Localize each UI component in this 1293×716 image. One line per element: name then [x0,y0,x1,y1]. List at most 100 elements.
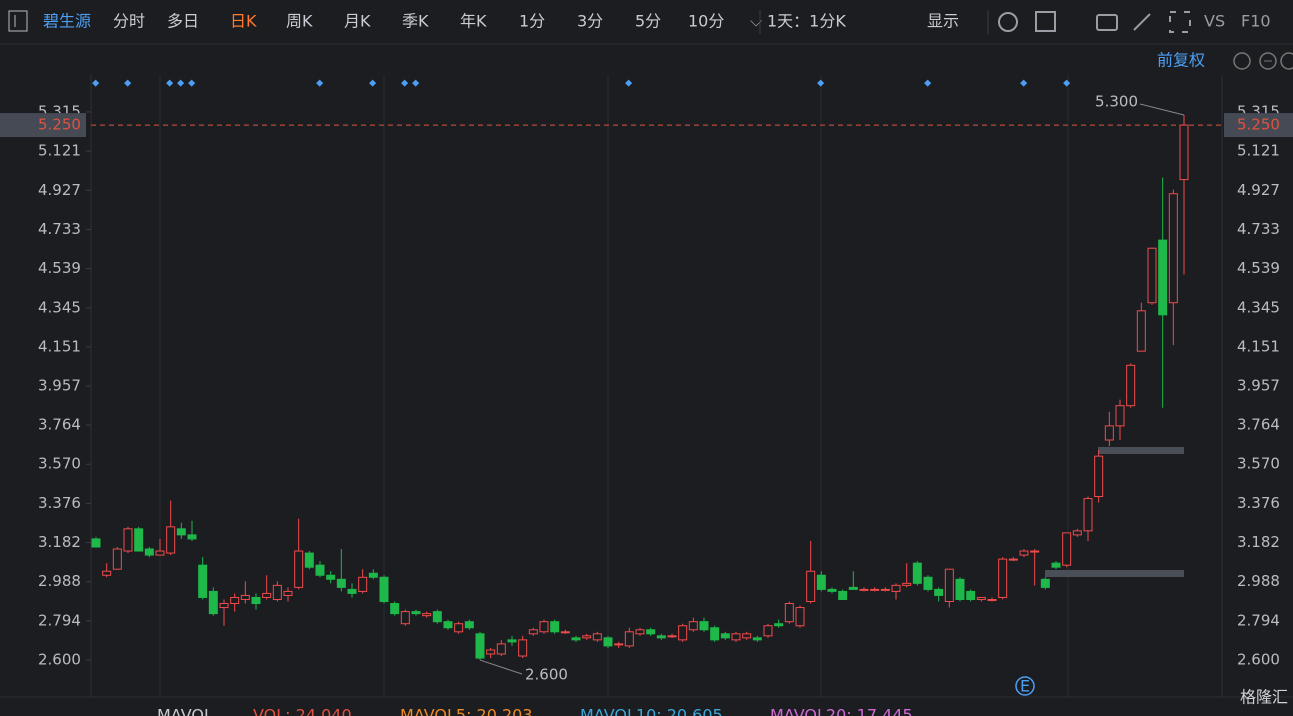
event-marker[interactable] [166,79,174,87]
reset-icon[interactable] [1233,52,1251,70]
candle-body [795,607,805,627]
period-tab[interactable]: 周K [286,12,313,31]
candle-body [976,596,986,600]
candle-body [838,590,848,600]
period-tab[interactable]: 10分 [688,12,724,31]
period-tab[interactable]: 1分 [519,12,545,31]
candle-body [1136,310,1146,352]
minus-icon[interactable] [1259,52,1277,70]
volume-item: VOL: 24.040 [253,706,352,716]
candle-body [1179,124,1189,181]
event-marker[interactable] [817,79,825,87]
event-marker[interactable] [188,79,196,87]
candle-body [1008,558,1018,561]
period-tab[interactable]: 多日 [167,12,199,31]
candle-body [464,621,474,629]
y-tick-label: 3.182 [38,533,81,551]
candle-body [571,637,581,641]
candle-body [443,621,453,629]
event-marker[interactable] [1020,79,1028,87]
square-icon[interactable] [1035,11,1056,32]
candle-body [134,528,144,552]
candle-body [560,631,570,634]
event-marker[interactable] [412,79,420,87]
period-tab[interactable]: 日K [230,12,257,31]
event-marker[interactable] [124,79,132,87]
candle-body [347,588,357,594]
volume-item: MAVOL5: 20.203 [400,706,533,716]
y-tick-label: 3.570 [38,455,81,473]
event-marker[interactable] [92,79,100,87]
candle-body [1062,532,1072,566]
candle-body [806,570,816,603]
event-marker[interactable] [625,79,633,87]
candle-body [1126,364,1136,407]
candle-body [1072,530,1082,536]
event-marker[interactable] [1063,79,1071,87]
y2-tick-label: 3.764 [1237,416,1280,434]
period-tab[interactable]: 月K [344,12,371,31]
fullscreen-icon[interactable] [1169,11,1191,33]
candle-body [166,526,176,554]
candle-body [1094,455,1104,498]
period-tab[interactable]: 年K [460,12,487,31]
y2-tick-label: 2.600 [1237,651,1280,669]
candle-body [358,576,368,592]
candle-body [1019,550,1029,556]
display-button[interactable]: 显示 [927,12,959,31]
candle-body [144,548,154,556]
interval[interactable]: 1天：1分K [767,12,846,31]
candle-body [400,611,410,625]
event-marker[interactable] [316,79,324,87]
plus-icon[interactable] [1280,52,1293,70]
candle-body [720,633,730,639]
candle-body [1168,193,1178,304]
settings-icon[interactable] [998,12,1018,32]
event-marker[interactable] [924,79,932,87]
event-marker[interactable] [369,79,377,87]
high-pointer [1139,103,1185,116]
candle-body [742,633,752,639]
event-marker[interactable] [177,79,185,87]
event-icon-letter: E [1020,677,1030,696]
event-marker[interactable] [401,79,409,87]
period-tab[interactable]: 季K [402,12,429,31]
period-tab[interactable]: 3分 [577,12,603,31]
y2-tick-label: 2.988 [1237,572,1280,590]
candle-body [390,603,400,615]
candle-body [774,623,784,627]
candle-body [859,588,869,591]
candle-body [1040,578,1050,588]
watermark: 格隆汇 [1240,688,1288,707]
candle-body [870,588,880,591]
candle-body [1051,562,1061,568]
candle-body [422,613,432,617]
period-tab[interactable]: 分时 [113,12,145,31]
y-tick-label: 5.121 [38,142,81,160]
y-tick-label: 3.376 [38,494,81,512]
event-icon[interactable] [1015,676,1035,696]
candle-body [240,594,250,600]
candle-body [646,629,656,635]
candle-body [710,627,720,641]
y-tick-label: 4.539 [38,259,81,277]
vs-button[interactable]: VS [1204,12,1225,31]
candle-body [1104,425,1114,441]
period-tab[interactable]: 5分 [635,12,661,31]
candle-body [187,534,197,540]
camera-icon[interactable] [1096,14,1118,31]
candle-body [155,550,165,556]
dropdown-arrow[interactable]: ⌵ [750,12,762,31]
candle-body [486,649,496,655]
candle-body [230,596,240,605]
f10-button[interactable]: F10 [1241,12,1271,31]
reference-label: 5.250 [38,116,81,134]
candle-body [91,538,101,548]
sidebar-toggle[interactable] [8,10,28,32]
y2-tick-label: 4.927 [1237,181,1280,199]
adjust-button[interactable]: 前复权 [1157,51,1205,70]
y-tick-label: 4.151 [38,337,81,355]
stock-name[interactable]: 碧生源 [43,12,91,31]
pen-icon[interactable] [1133,13,1151,31]
